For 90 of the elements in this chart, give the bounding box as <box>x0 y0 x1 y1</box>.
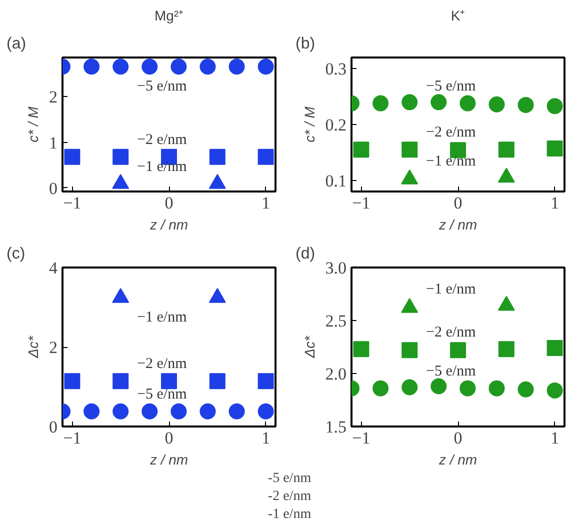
point <box>372 380 389 396</box>
x-tick-label: 1 <box>550 428 560 448</box>
y-tick-label: 2 <box>49 338 58 357</box>
text: (c) <box>6 246 26 262</box>
point <box>228 403 245 420</box>
y-axis-title: c* / M <box>301 106 318 142</box>
y-tick-label: 4 <box>49 258 58 278</box>
point <box>258 403 274 420</box>
point <box>112 288 130 303</box>
x-tick-label: 0 <box>454 194 462 212</box>
point <box>142 403 158 420</box>
annotation: −2 e/nm <box>137 132 188 148</box>
annotation: −1 e/nm <box>137 158 188 175</box>
x-tick-label: 0 <box>164 428 174 448</box>
y-axis-title: Δc* <box>25 336 41 359</box>
annotation: −5 e/nm <box>426 363 476 380</box>
x-tick-label: −1 <box>352 194 370 212</box>
x-tick-label: 1 <box>262 194 270 212</box>
text: (b) <box>296 36 316 52</box>
x-tick-label: 1 <box>550 194 560 212</box>
point <box>402 94 418 110</box>
text: -5 e/nm <box>268 471 312 486</box>
y-tick-label: 2 <box>49 88 58 107</box>
point <box>112 403 129 420</box>
annotation: −5 e/nm <box>426 78 476 95</box>
point <box>488 96 505 112</box>
y-tick-label: 1.5 <box>325 418 346 436</box>
point <box>64 373 80 390</box>
annotation: −2 e/nm <box>426 324 476 340</box>
y-tick-label: 3.0 <box>325 258 346 278</box>
point <box>402 342 418 358</box>
annotation: −1 e/nm <box>137 310 188 326</box>
point <box>258 373 274 390</box>
y-tick-label: 1 <box>49 133 58 152</box>
text: -2 e/nm <box>268 489 312 504</box>
text: (d) <box>296 246 316 262</box>
x-axis-title: z / nm <box>438 452 478 468</box>
point <box>546 140 563 157</box>
x-axis-title: z / nm <box>438 216 478 232</box>
point <box>518 381 534 398</box>
annotation: −5 e/nm <box>137 386 188 402</box>
x-tick-label: −1 <box>352 428 370 448</box>
y-tick-label: 2.0 <box>325 364 346 384</box>
point <box>488 380 505 396</box>
annotation: −2 e/nm <box>426 124 476 141</box>
point <box>372 95 389 112</box>
x-tick-label: −1 <box>63 428 82 448</box>
x-tick-label: 0 <box>164 194 174 212</box>
point <box>84 403 100 420</box>
y-axis-title: c* / M <box>25 106 41 142</box>
point <box>200 403 216 420</box>
y-tick-label: 0.1 <box>325 171 346 190</box>
point <box>546 382 563 398</box>
y-axis-title: Δc* <box>301 336 318 359</box>
y-tick-label: 0.2 <box>325 116 346 134</box>
y-tick-label: 0.3 <box>325 60 346 79</box>
point <box>112 373 129 390</box>
point <box>353 341 370 358</box>
point <box>402 142 418 158</box>
point <box>460 380 476 396</box>
chart-title: K⁺ <box>450 8 466 24</box>
point <box>209 373 226 390</box>
point <box>460 95 476 112</box>
x-axis-title: z / nm <box>148 216 188 232</box>
x-tick-label: 0 <box>454 428 462 448</box>
point <box>498 341 514 358</box>
point <box>208 288 226 303</box>
chart-title: Mg²⁺ <box>154 8 184 24</box>
x-tick-label: 1 <box>262 428 270 448</box>
point <box>402 379 418 396</box>
point <box>430 378 447 394</box>
point <box>518 96 534 113</box>
y-tick-label: 0 <box>49 178 58 198</box>
point <box>170 403 187 420</box>
annotation: −2 e/nm <box>137 356 188 372</box>
point <box>450 342 466 358</box>
text: (a) <box>6 36 26 52</box>
annotation: −1 e/nm <box>426 282 476 298</box>
text: -1 e/nm <box>268 507 312 522</box>
x-axis-title: z / nm <box>148 452 188 468</box>
point <box>430 94 447 110</box>
annotation: −5 e/nm <box>137 78 188 95</box>
point <box>498 142 514 158</box>
annotation: −1 e/nm <box>426 153 476 170</box>
point <box>353 142 370 158</box>
x-tick-label: −1 <box>63 194 82 212</box>
y-tick-label: 2.5 <box>325 312 346 330</box>
point <box>546 98 563 114</box>
point <box>546 340 563 356</box>
point <box>161 373 177 390</box>
